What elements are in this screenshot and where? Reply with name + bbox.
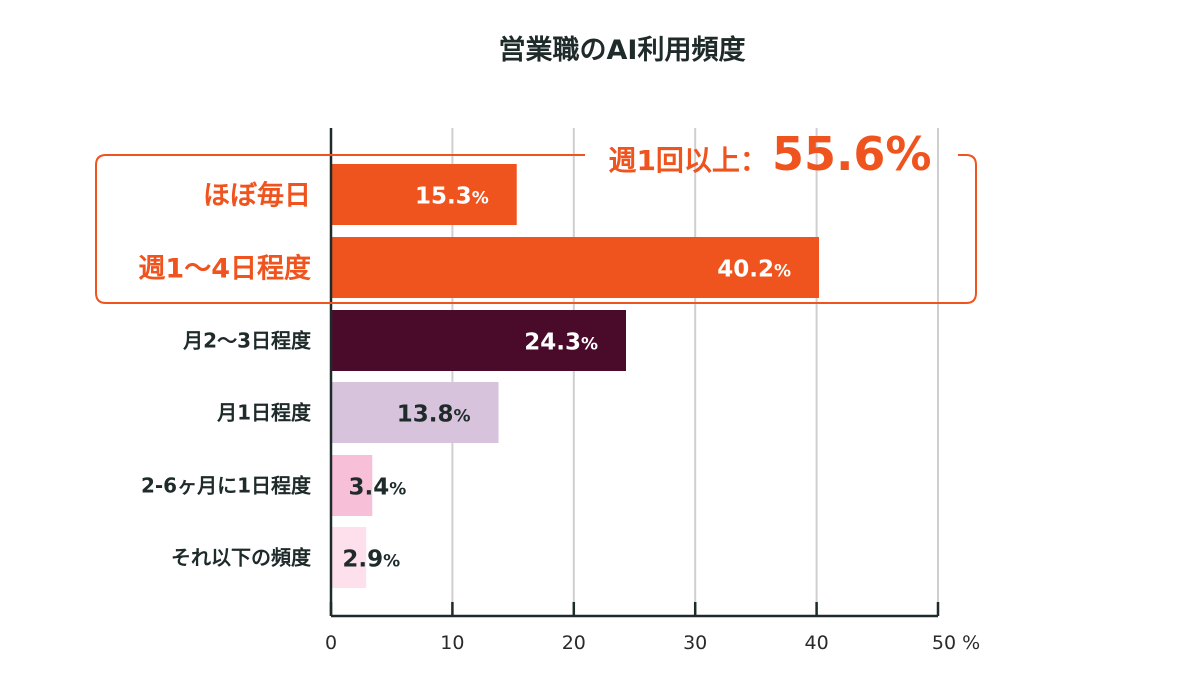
x-tick-label: 40 — [805, 632, 829, 654]
bar-value-unit: % — [472, 189, 489, 209]
bar — [331, 310, 627, 371]
bar — [331, 164, 517, 225]
x-tick-label: 50 % — [932, 632, 980, 654]
bar-value-unit: % — [581, 335, 598, 355]
category-label: それ以下の頻度 — [171, 546, 312, 570]
bar — [331, 527, 367, 588]
callout-text: 週1回以上：55.6% — [608, 127, 931, 181]
bar — [331, 237, 820, 298]
bar-value-unit: % — [774, 262, 791, 282]
category-label: 月1日程度 — [216, 401, 312, 425]
chart-title: 営業職のAI利用頻度 — [499, 34, 746, 66]
category-label: 2-6ヶ月に1日程度 — [141, 474, 312, 498]
x-tick-label: 0 — [325, 632, 337, 654]
bar — [331, 455, 373, 516]
bar-value-label: 13.8% — [397, 402, 471, 428]
bar-value-unit: % — [389, 480, 406, 500]
bar-value: 24.3 — [524, 330, 581, 356]
bar-value: 13.8 — [397, 402, 454, 428]
category-label: 週1〜4日程度 — [138, 253, 311, 285]
bar-value-label: 40.2% — [717, 257, 791, 283]
label-layer: 15.3% ほぼ毎日 40.2% 週1〜4日程度 24.3% 月2〜3日程度 13.8% 月1… — [138, 181, 791, 573]
bar-value-unit: % — [383, 552, 400, 572]
x-tick-label: 20 — [562, 632, 586, 654]
bar-layer — [331, 164, 820, 588]
grid-layer — [451, 128, 939, 616]
bar-value: 3.4 — [348, 475, 389, 501]
axis-layer: 0 10 20 30 40 50 % — [325, 128, 980, 654]
bar-value-label: 3.4% — [348, 475, 406, 501]
bar — [331, 382, 499, 443]
bar-value: 40.2 — [717, 257, 774, 283]
bar-value-label: 24.3% — [524, 330, 598, 356]
bar-value-label: 15.3% — [415, 184, 489, 210]
callout-value: 55.6% — [772, 127, 932, 181]
bar-value: 2.9 — [342, 547, 383, 573]
x-tick-label: 10 — [440, 632, 464, 654]
bar-value-unit: % — [453, 407, 470, 427]
bar-value-label: 2.9% — [342, 547, 400, 573]
callout-label: 週1回以上： — [608, 144, 767, 177]
category-label: ほぼ毎日 — [203, 181, 311, 212]
x-tick-label: 30 — [683, 632, 707, 654]
callout-bracket — [95, 154, 977, 304]
bar-value: 15.3 — [415, 184, 472, 210]
callout: 週1回以上：55.6% — [95, 127, 977, 304]
category-label: 月2〜3日程度 — [182, 329, 312, 353]
